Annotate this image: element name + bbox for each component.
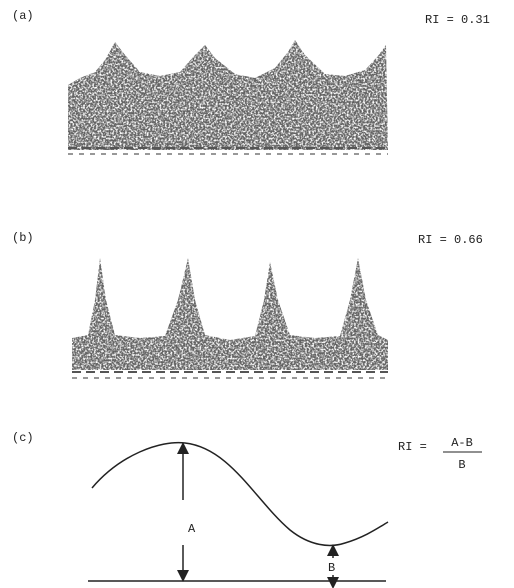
figure: (a) RI = 0.31 (b) RI = 0.66 (c) A B RI =… <box>0 0 514 588</box>
formula-denominator: B <box>458 458 465 472</box>
panel-label: (a) <box>12 9 34 23</box>
formula-numerator: A-B <box>451 436 473 450</box>
arrow-label: A <box>188 522 196 536</box>
panel-label: (b) <box>12 231 34 245</box>
arrow-label: B <box>328 561 335 575</box>
ri-formula: RI = <box>398 440 427 454</box>
waveform-curve <box>92 443 388 546</box>
doppler-waveform <box>72 258 388 370</box>
ri-value: RI = 0.66 <box>418 233 483 247</box>
panel-label: (c) <box>12 431 34 445</box>
doppler-waveform <box>68 40 388 150</box>
ri-value: RI = 0.31 <box>425 13 490 27</box>
